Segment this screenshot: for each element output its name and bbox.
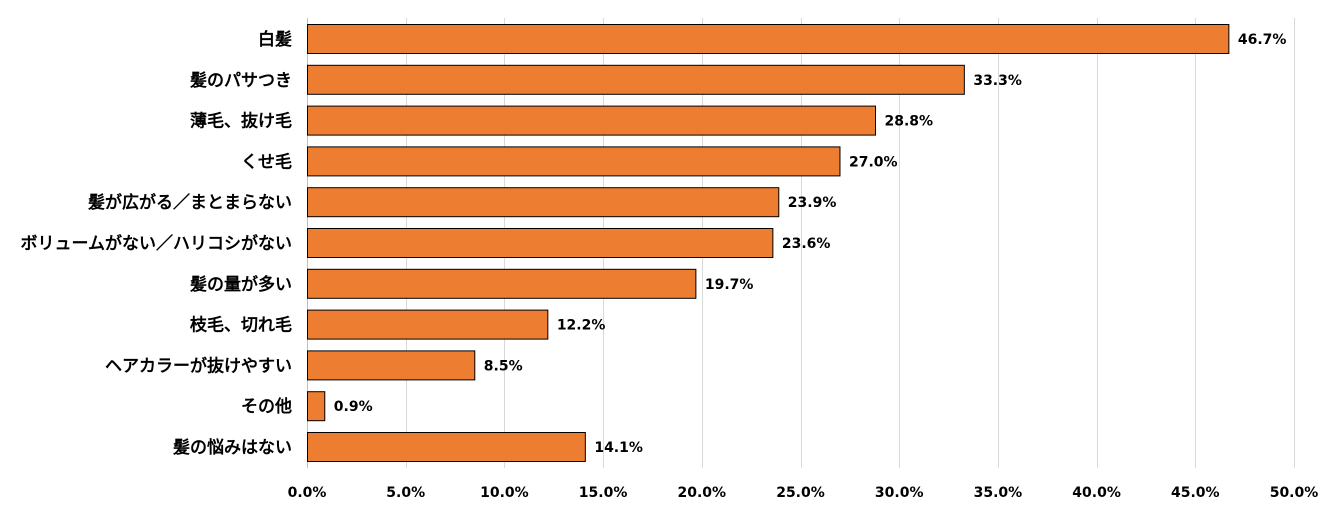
data-label: 8.5% (484, 358, 523, 374)
category-label: 髪の量が多い (189, 274, 292, 295)
x-tick-label: 10.0% (480, 485, 529, 501)
x-tick-label: 0.0% (288, 485, 327, 501)
x-tick-label: 40.0% (1072, 485, 1121, 501)
data-label: 23.6% (782, 236, 831, 252)
category-label: 髪のパサつき (189, 70, 292, 91)
category-label: ヘアカラーが抜けやすい (105, 355, 292, 376)
bars (307, 24, 1230, 462)
bar (307, 24, 1230, 54)
category-label: 髪の悩みはない (172, 437, 292, 458)
category-label: 髪が広がる／まとまらない (87, 192, 292, 213)
bar (307, 268, 697, 299)
category-label: 枝毛、切れ毛 (190, 315, 292, 336)
category-labels: 白髪髪のパサつき薄毛、抜け毛くせ毛髪が広がる／まとまらないボリュームがない／ハリ… (21, 29, 293, 458)
category-label: その他 (241, 396, 292, 417)
x-tick-label: 15.0% (579, 485, 628, 501)
data-label: 19.7% (705, 277, 754, 293)
data-label: 33.3% (973, 73, 1022, 89)
data-label: 28.8% (885, 114, 934, 130)
bar (307, 391, 326, 422)
bar (307, 187, 780, 218)
bar (307, 432, 586, 462)
bar (307, 64, 965, 95)
x-tick-label: 50.0% (1270, 485, 1319, 501)
x-tick-label: 25.0% (776, 485, 825, 501)
category-label: ボリュームがない／ハリコシがない (21, 233, 293, 254)
data-label: 23.9% (788, 195, 837, 211)
bar (307, 228, 774, 258)
x-tick-label: 45.0% (1171, 485, 1220, 501)
category-label: くせ毛 (241, 151, 292, 172)
x-tick-label: 35.0% (974, 485, 1023, 501)
x-tick-label: 20.0% (678, 485, 727, 501)
data-label: 14.1% (594, 440, 643, 456)
data-labels: 46.7% 33.3% 28.8% 27.0% 23.9% 23.6% 19.7% 12.2%… (334, 32, 1287, 456)
x-axis-tick-labels: 0.0% 5.0% 10.0% 15.0% 20.0% 25.0% 30.0% 35.0% 40… (288, 485, 1319, 501)
data-label: 12.2% (557, 318, 606, 334)
data-label: 27.0% (849, 154, 898, 170)
category-label: 白髪 (258, 29, 292, 50)
data-label: 46.7% (1238, 32, 1287, 48)
x-tick-label: 30.0% (875, 485, 924, 501)
data-label: 0.9% (334, 399, 373, 415)
x-tick-label: 5.0% (386, 485, 425, 501)
category-label: 薄毛、抜け毛 (190, 111, 292, 132)
bar (307, 309, 549, 340)
bar (307, 146, 841, 177)
bar (307, 350, 476, 381)
bar (307, 105, 877, 136)
